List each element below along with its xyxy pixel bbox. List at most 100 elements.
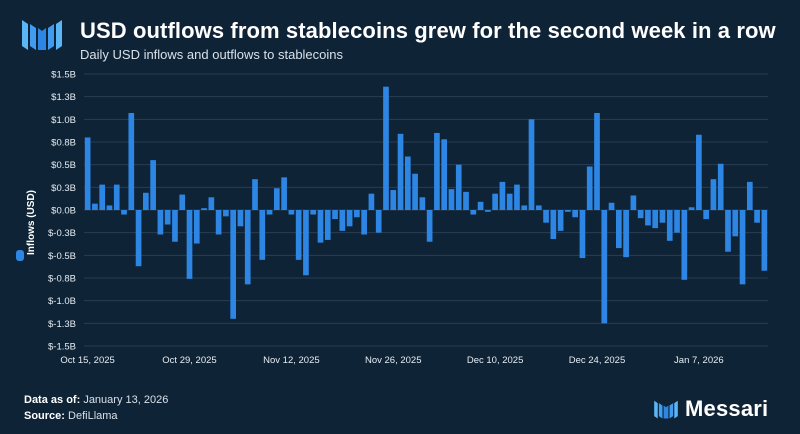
bar-day-54 xyxy=(470,210,477,215)
bar-day-90 xyxy=(732,210,739,237)
bar-day-26 xyxy=(266,210,273,215)
bar-day-9 xyxy=(143,192,149,210)
y-tick-label: $-0.5B xyxy=(48,251,76,262)
data-as-of-label: Data as of: xyxy=(24,394,81,406)
y-tick-label: $1.3B xyxy=(51,92,76,103)
bar-day-72 xyxy=(601,210,608,324)
bar-day-73 xyxy=(608,202,615,210)
x-tick-label: Oct 29, 2025 xyxy=(162,355,216,366)
x-tick-label: Nov 12, 2025 xyxy=(263,355,320,366)
bar-day-51 xyxy=(448,189,455,210)
y-tick-label: $0.3B xyxy=(51,183,76,194)
bar-day-84 xyxy=(688,207,695,210)
bar-day-45 xyxy=(404,156,411,210)
bar-day-25 xyxy=(259,210,266,260)
bar-day-71 xyxy=(594,112,600,210)
bar-day-21 xyxy=(230,210,237,319)
y-tick-label: $0.0B xyxy=(51,206,76,217)
bar-day-42 xyxy=(383,86,389,210)
bar-day-81 xyxy=(666,210,673,241)
bar-day-18 xyxy=(208,197,215,210)
bar-day-13 xyxy=(172,210,178,242)
bar-day-49 xyxy=(434,132,440,210)
bar-day-75 xyxy=(623,210,629,258)
bar-day-28 xyxy=(281,177,287,210)
bar-day-1 xyxy=(84,137,91,210)
x-tick-label: Jan 7, 2026 xyxy=(674,355,724,366)
source: Source: DefiLlama xyxy=(24,410,118,422)
messari-brand-icon xyxy=(654,400,678,419)
brand: Messari xyxy=(653,396,768,422)
bar-day-64 xyxy=(543,210,549,223)
bar-day-57 xyxy=(492,193,498,210)
y-tick-label: $-1.3B xyxy=(48,319,76,330)
bar-day-17 xyxy=(201,208,207,210)
bar-day-8 xyxy=(135,210,142,267)
bar-day-77 xyxy=(637,210,644,219)
bar-day-29 xyxy=(288,210,295,215)
bar-day-43 xyxy=(390,190,397,210)
bar-day-68 xyxy=(572,210,579,218)
y-axis-label: Inflows (USD) xyxy=(26,190,37,255)
bar-day-4 xyxy=(106,205,113,210)
y-tick-label: $-0.8B xyxy=(48,274,76,285)
y-tick-label: $-1.5B xyxy=(48,342,76,353)
bar-day-15 xyxy=(186,210,193,279)
y-tick-label: $0.5B xyxy=(51,160,76,171)
bar-day-59 xyxy=(506,193,513,210)
bar-day-93 xyxy=(754,210,760,223)
x-tick-label: Oct 15, 2025 xyxy=(60,355,114,366)
bar-day-30 xyxy=(295,210,302,260)
bar-day-32 xyxy=(310,210,317,215)
bar-day-44 xyxy=(397,133,404,210)
data-as-of-value: January 13, 2026 xyxy=(83,394,169,406)
bar-day-69 xyxy=(579,210,586,259)
bar-day-80 xyxy=(659,210,666,223)
bar-day-78 xyxy=(645,210,651,226)
bar-day-48 xyxy=(426,210,433,242)
bar-day-76 xyxy=(630,195,637,210)
bar-day-2 xyxy=(92,203,98,210)
bar-day-91 xyxy=(739,210,746,285)
bar-day-60 xyxy=(514,184,520,210)
bar-day-40 xyxy=(368,193,375,210)
bar-day-63 xyxy=(535,205,542,210)
bar-day-67 xyxy=(565,210,571,212)
bar-day-55 xyxy=(477,201,484,210)
bar-day-87 xyxy=(710,179,717,210)
bar-day-23 xyxy=(244,210,251,285)
x-tick-label: Nov 26, 2025 xyxy=(365,355,422,366)
bar-day-62 xyxy=(528,119,535,210)
bar-day-88 xyxy=(717,163,724,210)
bar-day-79 xyxy=(652,210,659,229)
bar-day-70 xyxy=(586,166,593,210)
x-tick-label: Dec 24, 2025 xyxy=(569,355,626,366)
bar-day-20 xyxy=(223,210,229,217)
bar-day-50 xyxy=(441,139,448,210)
bar-day-61 xyxy=(521,205,528,210)
bar-day-94 xyxy=(761,210,768,271)
bar-day-36 xyxy=(339,210,346,231)
bar-day-65 xyxy=(550,210,557,240)
brand-name: Messari xyxy=(685,396,769,421)
y-tick-label: $-1.0B xyxy=(48,296,76,307)
bar-day-58 xyxy=(499,181,506,210)
bar-day-86 xyxy=(703,210,709,220)
bar-day-47 xyxy=(419,197,426,210)
bar-day-11 xyxy=(157,210,164,235)
bar-day-92 xyxy=(746,181,753,210)
bar-day-5 xyxy=(113,184,120,210)
bar-day-14 xyxy=(179,194,186,210)
bar-day-6 xyxy=(121,210,127,215)
bar-day-39 xyxy=(361,210,367,235)
messari-logo-icon xyxy=(22,20,62,50)
y-tick-label: $1.5B xyxy=(51,70,76,81)
bar-day-74 xyxy=(615,210,622,249)
y-tick-label: $-0.3B xyxy=(48,228,76,239)
bar-day-52 xyxy=(455,164,462,210)
y-tick-label: $0.8B xyxy=(51,138,76,149)
bar-day-37 xyxy=(346,210,353,227)
bar-day-41 xyxy=(375,210,382,233)
bar-day-31 xyxy=(303,210,309,276)
